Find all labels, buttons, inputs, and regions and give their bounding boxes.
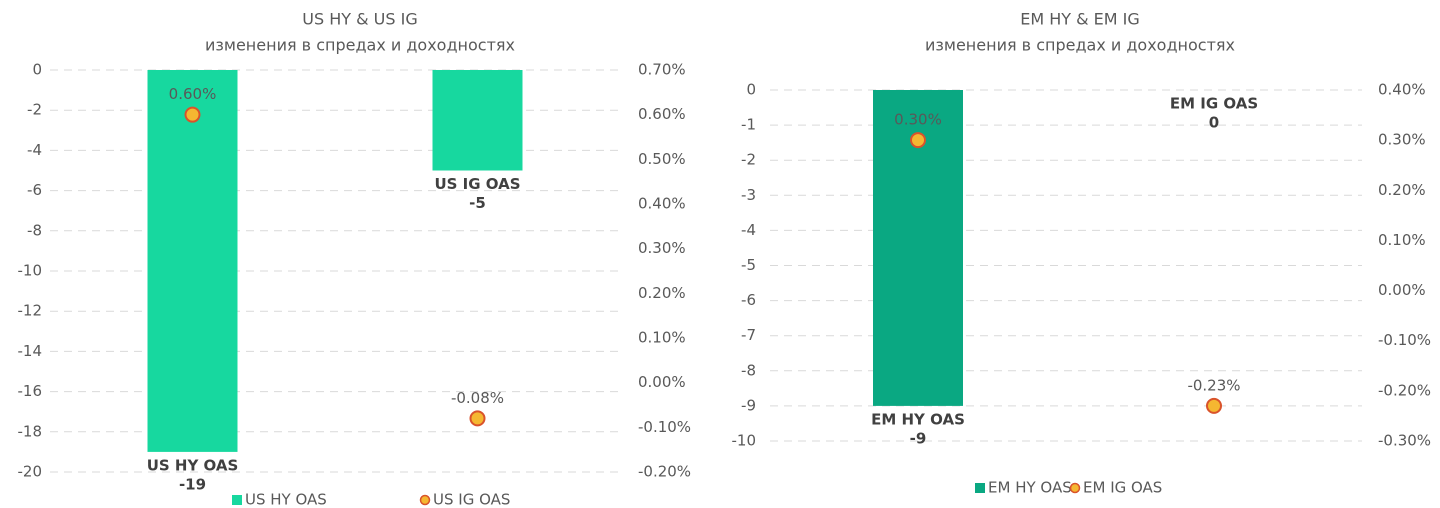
y-tick-label: -7 <box>741 326 756 344</box>
point <box>184 106 201 123</box>
y-tick-label: -1 <box>741 116 756 134</box>
y2-tick-label: 0.00% <box>1378 281 1426 299</box>
y2-tick-label: 0.20% <box>1378 181 1426 199</box>
legend-label: EM HY OAS <box>988 479 1072 497</box>
bar-value-label: -5 <box>469 194 486 212</box>
legend-label: US HY OAS <box>245 491 327 508</box>
legend-marker <box>419 494 431 506</box>
y-tick-label: -8 <box>27 221 42 239</box>
y-tick-label: -2 <box>27 101 42 119</box>
y2-tick-label: 0.50% <box>638 150 686 168</box>
point-label: 0.30% <box>894 111 942 129</box>
y2-tick-label: -0.10% <box>638 418 691 436</box>
chart-subtitle: изменения в спредах и доходностях <box>925 36 1235 55</box>
point-label: -0.08% <box>451 389 504 407</box>
y2-tick-label: 0.00% <box>638 373 686 391</box>
chart-title: EM HY & EM IG <box>1020 10 1140 29</box>
bar <box>432 70 523 171</box>
chart-subtitle: изменения в спредах и доходностях <box>205 36 515 55</box>
y2-tick-label: 0.70% <box>638 61 686 79</box>
y2-tick-label: 0.60% <box>638 105 686 123</box>
legend-label: US IG OAS <box>433 491 510 508</box>
y2-tick-label: -0.20% <box>638 463 691 481</box>
point <box>1206 397 1222 414</box>
y-tick-label: -12 <box>18 302 43 320</box>
y-tick-label: -10 <box>732 432 757 450</box>
y-tick-label: -8 <box>741 361 756 379</box>
bar-value-label: -19 <box>179 475 206 493</box>
y-tick-label: -5 <box>741 256 756 274</box>
y2-tick-label: -0.10% <box>1378 331 1431 349</box>
bar-value-label: -9 <box>910 429 927 447</box>
bar-category-label: EM IG OAS <box>1170 95 1258 113</box>
y-tick-label: -20 <box>18 463 43 481</box>
y-tick-label: 0 <box>32 61 42 79</box>
bar-value-label: 0 <box>1209 114 1219 132</box>
y-tick-label: -3 <box>741 186 756 204</box>
y-tick-label: -4 <box>741 221 756 239</box>
legend-label: EM IG OAS <box>1083 479 1162 497</box>
bar-category-label: US HY OAS <box>147 456 239 474</box>
y-tick-label: -4 <box>27 141 42 159</box>
y2-tick-label: 0.10% <box>638 329 686 347</box>
y-tick-label: -6 <box>741 291 756 309</box>
y2-tick-label: 0.40% <box>1378 81 1426 99</box>
y2-tick-label: 0.30% <box>1378 131 1426 149</box>
y-tick-label: -9 <box>741 396 756 414</box>
y-tick-label: -18 <box>18 422 43 440</box>
point-label: -0.23% <box>1187 376 1240 394</box>
y-tick-label: -16 <box>18 382 43 400</box>
bar-category-label: EM HY OAS <box>871 410 965 428</box>
y2-tick-label: -0.20% <box>1378 381 1431 399</box>
y-tick-label: -2 <box>741 151 756 169</box>
legend-marker <box>975 483 985 493</box>
y2-tick-label: 0.30% <box>638 239 686 257</box>
legend-marker <box>1069 482 1081 494</box>
legend-marker <box>232 495 242 505</box>
y2-tick-label: 0.10% <box>1378 231 1426 249</box>
y2-tick-label: 0.20% <box>638 284 686 302</box>
point <box>910 132 926 149</box>
y2-tick-label: -0.30% <box>1378 432 1431 450</box>
bar-category-label: US IG OAS <box>434 175 520 193</box>
y-tick-label: 0 <box>746 81 756 99</box>
y-tick-label: -14 <box>18 342 43 360</box>
point <box>469 410 486 427</box>
y-tick-label: -6 <box>27 181 42 199</box>
point-label: 0.60% <box>169 85 217 103</box>
y-tick-label: -10 <box>18 262 43 280</box>
chart-title: US HY & US IG <box>302 10 417 29</box>
bar <box>147 70 238 452</box>
y2-tick-label: 0.40% <box>638 195 686 213</box>
